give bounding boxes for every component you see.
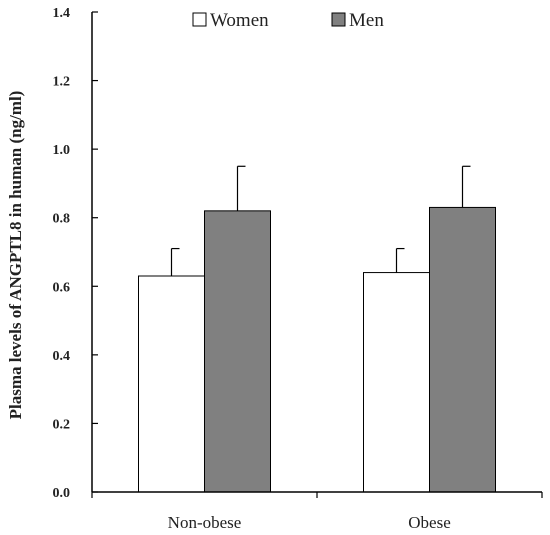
legend-label-women: Women [210,10,269,31]
y-tick-label: 1.4 [53,6,71,21]
y-axis-label: Plasma levels of ANGPTL8 in human (ng/ml… [6,91,25,420]
bar-women-non-obese [138,275,205,493]
y-tick-label: 0.0 [53,486,71,501]
legend-swatch-men [331,12,346,27]
y-tick-label: 0.8 [53,212,71,227]
y-tick-label: 1.2 [53,75,71,90]
legend: Women Men [192,10,384,31]
y-tick-label: 1.0 [53,143,71,158]
y-tick-label: 0.6 [53,280,71,295]
x-tick-label: Non-obese [168,513,242,532]
x-axis: Non-obese Obese [91,491,543,532]
y-tick-label: 0.4 [53,349,71,364]
y-axis: 0.0 0.2 0.4 0.6 0.8 1.0 1.2 1.4 [53,6,98,501]
bar-men-non-obese [204,210,271,493]
bar-women-obese [363,272,430,493]
legend-swatch-women [192,12,207,27]
x-tick-label: Obese [408,513,450,532]
y-tick-label: 0.2 [53,417,71,432]
bars [138,165,496,493]
bar-men-obese [429,206,496,493]
legend-label-men: Men [349,10,384,31]
